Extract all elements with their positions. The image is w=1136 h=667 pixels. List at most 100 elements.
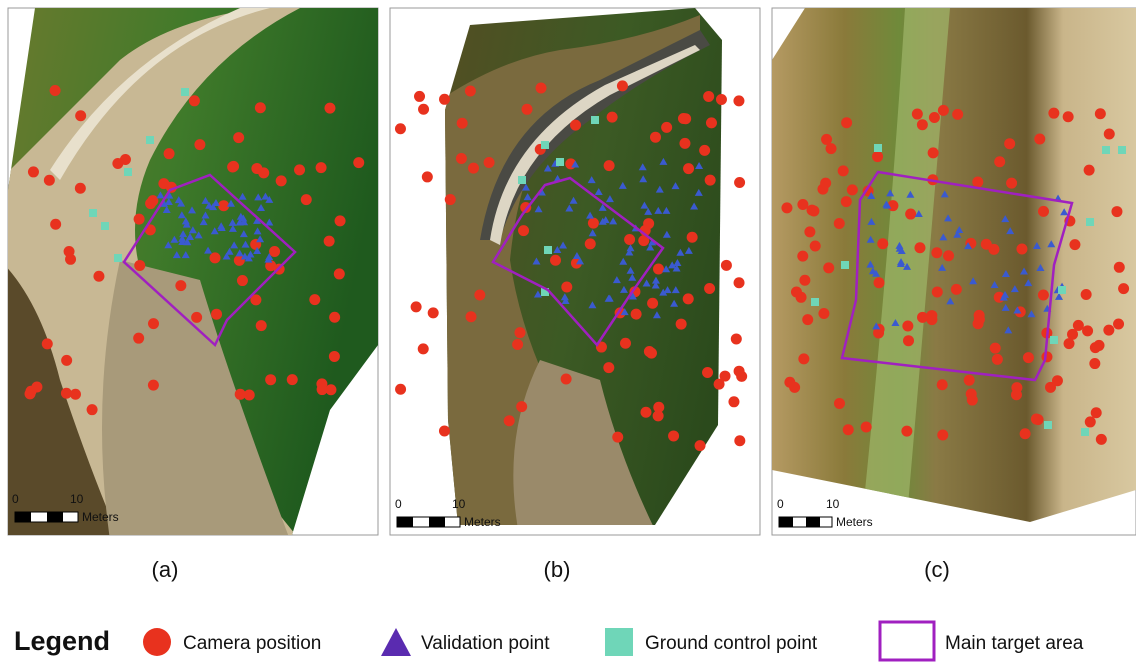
marker [175,280,186,291]
marker [550,255,561,266]
marker [44,175,55,186]
marker [826,143,837,154]
marker [570,120,581,131]
marker [465,86,476,97]
marker [926,310,937,321]
marker [164,148,175,159]
marker [607,112,618,123]
marker [804,226,815,237]
marker [1085,416,1096,427]
marker [428,307,439,318]
marker [146,136,154,144]
marker [1095,108,1106,119]
marker [536,82,547,93]
marker [1082,325,1093,336]
marker [1011,389,1022,400]
marker [874,277,885,288]
marker [50,85,61,96]
marker [917,312,928,323]
marker [1113,319,1124,330]
scale-unit: Meters [464,515,501,529]
legend-symbol [143,628,171,656]
marker [797,199,808,210]
marker [317,384,328,395]
marker [395,123,406,134]
marker [676,319,687,330]
marker [439,426,450,437]
marker [811,298,819,306]
marker [210,252,221,263]
marker [733,95,744,106]
panel-label: (b) [544,557,571,582]
marker [938,105,949,116]
marker [714,379,725,390]
marker [101,222,109,230]
marker [974,314,985,325]
marker [992,354,1003,365]
marker [1114,262,1125,273]
marker [324,103,335,114]
marker [89,209,97,217]
marker [301,194,312,205]
marker [1096,434,1107,445]
marker [914,242,925,253]
marker [191,312,202,323]
marker [643,218,654,229]
marker [1081,289,1092,300]
marker [680,113,691,124]
marker [1094,340,1105,351]
marker [418,104,429,115]
marker [734,177,745,188]
marker [1103,325,1114,336]
marker [61,388,72,399]
marker [841,196,852,207]
marker [316,162,327,173]
marker [964,375,975,386]
marker [644,346,655,357]
marker [585,238,596,249]
marker [661,122,672,133]
marker [912,109,923,120]
marker [228,161,239,172]
marker [937,430,948,441]
marker [901,426,912,437]
marker [807,205,818,216]
marker [1104,128,1115,139]
marker [937,379,948,390]
marker [457,118,468,129]
marker [145,198,156,209]
marker [1063,111,1074,122]
legend-item: Main target area [945,633,1084,654]
panel-label: (c) [924,557,950,582]
marker [324,236,335,247]
marker [716,94,727,105]
marker [966,389,977,400]
marker [75,110,86,121]
marker [591,116,599,124]
marker [1006,178,1017,189]
marker [309,294,320,305]
marker [734,277,745,288]
marker [269,246,280,257]
marker [847,184,858,195]
marker [28,166,39,177]
marker [181,88,189,96]
marker [841,261,849,269]
marker [93,271,104,282]
marker [235,389,246,400]
marker [1089,358,1100,369]
legend-item: Camera position [183,633,321,654]
marker [951,284,962,295]
panel-label: (a) [152,557,179,582]
marker [256,320,267,331]
marker [422,171,433,182]
marker [1084,165,1095,176]
marker [31,382,42,393]
marker [624,234,635,245]
marker [981,239,992,250]
marker [468,163,479,174]
marker [1044,421,1052,429]
legend-symbol [381,628,411,656]
marker [335,215,346,226]
marker [943,250,954,261]
